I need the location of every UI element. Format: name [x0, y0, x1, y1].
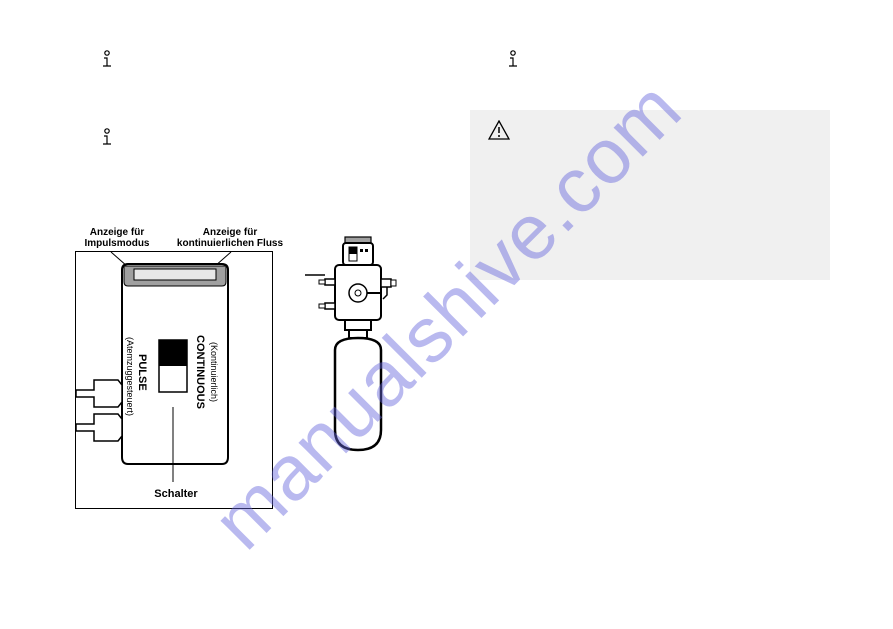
page-root: manualshive.com Anzeige fürImpulsmodus A…	[0, 0, 893, 629]
warning-icon	[488, 120, 510, 140]
label-continuous: CONTINUOUS	[194, 307, 206, 437]
pulse-text: PULSE	[136, 354, 148, 391]
info-icon	[506, 50, 520, 68]
diagram-area: Anzeige fürImpulsmodus Anzeige fürkontin…	[75, 235, 425, 525]
label-continuous-sub: (Kontinuierlich)	[208, 312, 218, 432]
oxygen-device	[305, 235, 415, 465]
info-icon	[100, 128, 114, 146]
label-impulsmodus: Anzeige fürImpulsmodus	[77, 227, 157, 249]
label-pulse: PULSE	[136, 342, 148, 402]
label-schalter: Schalter	[141, 488, 211, 500]
continuous-text: CONTINUOUS	[194, 335, 206, 409]
control-panel-detail: CONTINUOUS (Kontinuierlich) PULSE (Atemz…	[75, 251, 273, 509]
label-pulse-sub: (Atemzuggesteuert)	[124, 307, 134, 447]
label-kontinuierlich: Anzeige fürkontinuierlichen Fluss	[170, 227, 290, 249]
warning-box	[470, 110, 830, 280]
info-icon	[100, 50, 114, 68]
